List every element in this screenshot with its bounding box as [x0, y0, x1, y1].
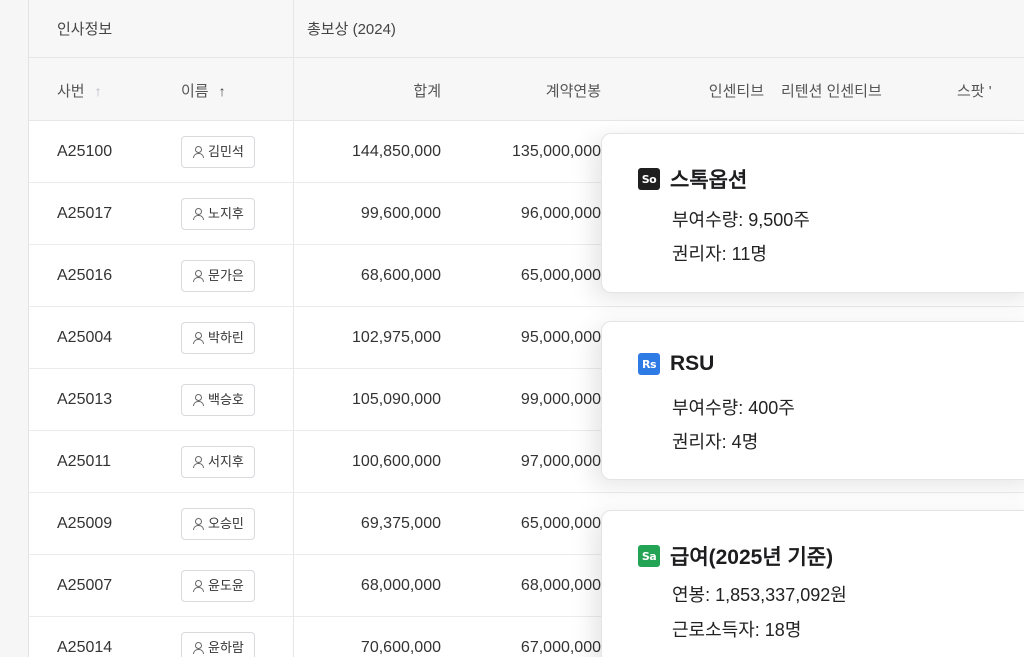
stock-option-card[interactable]: So 스톡옵션 부여수량: 9,500주 권리자: 11명: [601, 133, 1024, 293]
rsu-granted: 부여수량: 400주: [672, 398, 795, 418]
emp-no-cell: A25013: [57, 391, 113, 408]
employee-name-chip[interactable]: 오승민: [181, 508, 255, 540]
group-header-total-comp: 총보상 (2024): [307, 21, 396, 38]
contract-salary-cell: 97,000,000: [520, 453, 601, 470]
column-header-row: [29, 58, 1024, 121]
stock-option-title: So 스톡옵션: [638, 164, 747, 194]
person-icon: [192, 580, 204, 592]
column-header-contract-salary[interactable]: 계약연봉: [545, 83, 601, 100]
emp-no-cell: A25100: [57, 143, 113, 160]
contract-salary-cell: 99,000,000: [520, 391, 601, 408]
rsu-icon: Rs: [638, 353, 660, 375]
salary-title-text: 급여(2025년 기준): [670, 546, 834, 569]
rsu-title: Rs RSU: [638, 352, 714, 376]
contract-salary-cell: 96,000,000: [520, 205, 601, 222]
stock-option-icon: So: [638, 168, 660, 190]
emp-no-cell: A25011: [57, 453, 111, 470]
person-icon: [192, 456, 204, 468]
employee-name-chip[interactable]: 문가은: [181, 260, 255, 292]
total-cell: 69,375,000: [360, 515, 441, 532]
column-header-retention-incentive[interactable]: 리텐션 인센티브: [781, 83, 882, 100]
total-cell: 144,850,000: [352, 143, 441, 160]
employee-name-chip[interactable]: 백승호: [181, 384, 255, 416]
employee-name: 윤도윤: [208, 578, 244, 593]
column-header-stock[interactable]: 스팟 ': [957, 83, 992, 100]
emp-no-cell: A25007: [57, 577, 113, 594]
emp-no-cell: A25016: [57, 267, 113, 284]
group-header-hr-info: 인사정보: [57, 21, 113, 38]
contract-salary-cell: 95,000,000: [520, 329, 601, 346]
employee-name: 서지후: [208, 454, 244, 469]
column-divider: [293, 0, 294, 657]
salary-icon: Sa: [638, 545, 660, 567]
employee-name: 윤하람: [208, 640, 244, 655]
employee-name: 노지후: [208, 206, 244, 221]
table-body: A25100 김민석 144,850,000 135,000,000 A2501…: [29, 121, 1024, 657]
employee-name: 문가은: [208, 268, 244, 283]
total-cell: 100,600,000: [352, 453, 441, 470]
salary-title: Sa 급여(2025년 기준): [638, 541, 833, 571]
total-cell: 99,600,000: [360, 205, 441, 222]
salary-earners: 근로소득자: 18명: [672, 620, 802, 640]
employee-name: 오승민: [208, 516, 244, 531]
total-cell: 68,000,000: [360, 577, 441, 594]
rsu-title-text: RSU: [670, 352, 715, 375]
total-cell: 70,600,000: [360, 639, 441, 656]
stock-option-title-text: 스톡옵션: [670, 169, 748, 192]
employee-name: 백승호: [208, 392, 244, 407]
salary-annual: 연봉: 1,853,337,092원: [672, 585, 847, 605]
employee-name-chip[interactable]: 윤도윤: [181, 570, 255, 602]
emp-no-cell: A25014: [57, 639, 113, 656]
stock-option-holders: 권리자: 11명: [672, 244, 767, 264]
column-header-emp-no-label: 사번: [57, 83, 85, 100]
person-icon: [192, 208, 204, 220]
person-icon: [192, 642, 204, 654]
emp-no-cell: A25009: [57, 515, 113, 532]
contract-salary-cell: 135,000,000: [512, 143, 601, 160]
employee-name-chip[interactable]: 박하린: [181, 322, 255, 354]
emp-no-cell: A25017: [57, 205, 113, 222]
rsu-holders: 권리자: 4명: [672, 432, 759, 452]
salary-card[interactable]: Sa 급여(2025년 기준) 연봉: 1,853,337,092원 근로소득자…: [601, 510, 1024, 657]
total-cell: 102,975,000: [352, 329, 441, 346]
person-icon: [192, 518, 204, 530]
employee-name-chip[interactable]: 노지후: [181, 198, 255, 230]
stock-option-granted: 부여수량: 9,500주: [672, 210, 810, 230]
left-rail: [0, 0, 29, 657]
rsu-card[interactable]: Rs RSU 부여수량: 400주 권리자: 4명: [601, 321, 1024, 480]
column-header-total[interactable]: 합계: [413, 83, 441, 100]
column-header-name-label: 이름: [181, 83, 209, 100]
group-header-row: 인사정보 총보상 (2024): [29, 0, 1024, 58]
compensation-table: 인사정보 총보상 (2024) 사번 ↑ 이름 ↑ 합계 계약연봉 인센티브 리텐션…: [29, 0, 1024, 657]
contract-salary-cell: 65,000,000: [520, 515, 601, 532]
sort-arrow-icon[interactable]: ↑: [218, 83, 226, 99]
column-header-name[interactable]: 이름 ↑: [181, 80, 226, 101]
employee-name: 김민석: [208, 144, 244, 159]
contract-salary-cell: 68,000,000: [520, 577, 601, 594]
column-header-emp-no[interactable]: 사번 ↑: [57, 80, 102, 101]
total-cell: 68,600,000: [360, 267, 441, 284]
total-cell: 105,090,000: [352, 391, 441, 408]
person-icon: [192, 394, 204, 406]
employee-name-chip[interactable]: 윤하람: [181, 632, 255, 657]
sort-arrow-icon[interactable]: ↑: [94, 83, 102, 99]
column-header-incentive[interactable]: 인센티브: [708, 83, 764, 100]
employee-name-chip[interactable]: 서지후: [181, 446, 255, 478]
person-icon: [192, 146, 204, 158]
emp-no-cell: A25004: [57, 329, 113, 346]
contract-salary-cell: 67,000,000: [520, 639, 601, 656]
employee-name: 박하린: [208, 330, 244, 345]
employee-name-chip[interactable]: 김민석: [181, 136, 255, 168]
person-icon: [192, 270, 204, 282]
person-icon: [192, 332, 204, 344]
contract-salary-cell: 65,000,000: [520, 267, 601, 284]
